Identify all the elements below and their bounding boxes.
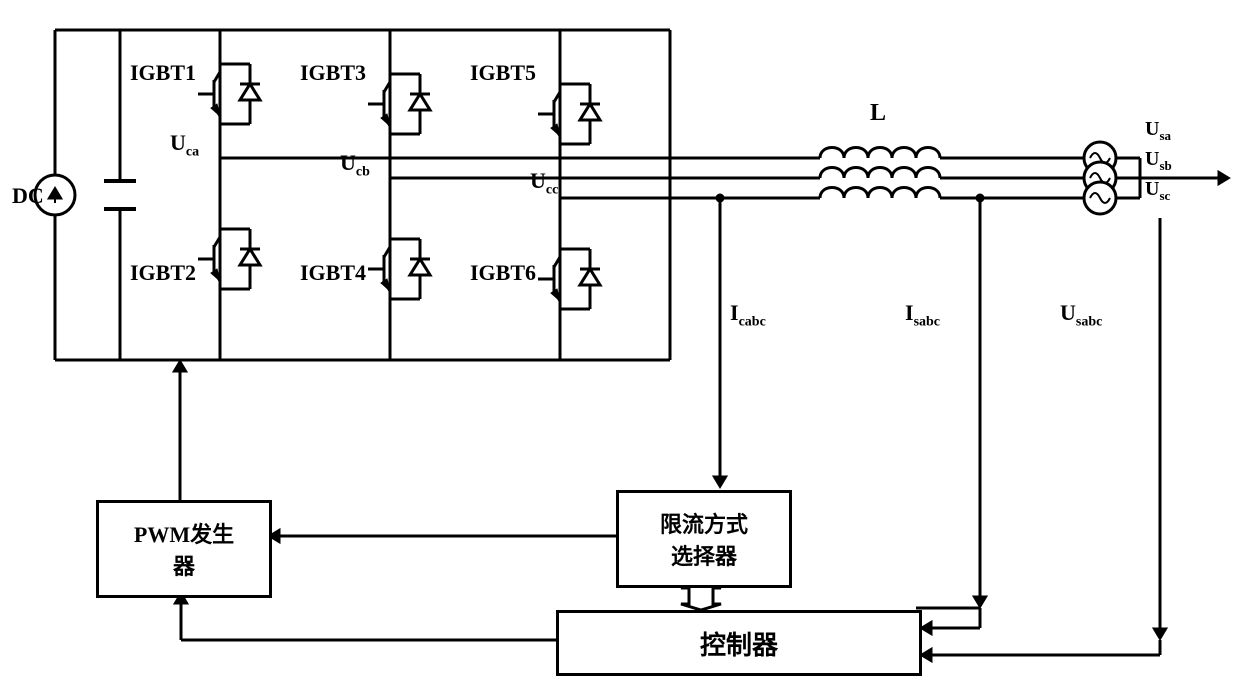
circuit-diagram: IGBT1 IGBT3 IGBT5 IGBT2 IGBT4 IGBT6 Uca … xyxy=(0,0,1239,696)
isabc-label: Isabc xyxy=(905,300,940,330)
icabc-label: Icabc xyxy=(730,300,766,330)
ucb-label: Ucb xyxy=(340,150,370,180)
controller-label: 控制器 xyxy=(700,625,778,662)
usb-label: Usb xyxy=(1145,148,1172,174)
limit-line2: 选择器 xyxy=(671,544,737,569)
igbt3-label: IGBT3 xyxy=(300,60,366,86)
dc-label: DC xyxy=(12,183,44,209)
igbt4-label: IGBT4 xyxy=(300,260,366,286)
uca-label: Uca xyxy=(170,130,199,160)
igbt1-label: IGBT1 xyxy=(130,60,196,86)
pwm-line2: 器 xyxy=(173,554,195,579)
igbt5-label: IGBT5 xyxy=(470,60,536,86)
limit-line1: 限流方式 xyxy=(660,512,748,537)
usc-label: Usc xyxy=(1145,178,1170,204)
igbt6-label: IGBT6 xyxy=(470,260,536,286)
inductor-label: L xyxy=(870,100,886,127)
limit-selector-box: 限流方式选择器 xyxy=(616,490,792,588)
ucc-label: Ucc xyxy=(530,168,558,198)
usabc-label: Usabc xyxy=(1060,300,1102,330)
pwm-generator-box: PWM发生器 xyxy=(96,500,272,598)
usa-label: Usa xyxy=(1145,118,1171,144)
pwm-line1: PWM发生 xyxy=(134,522,234,547)
controller-box: 控制器 xyxy=(556,610,922,676)
igbt2-label: IGBT2 xyxy=(130,260,196,286)
